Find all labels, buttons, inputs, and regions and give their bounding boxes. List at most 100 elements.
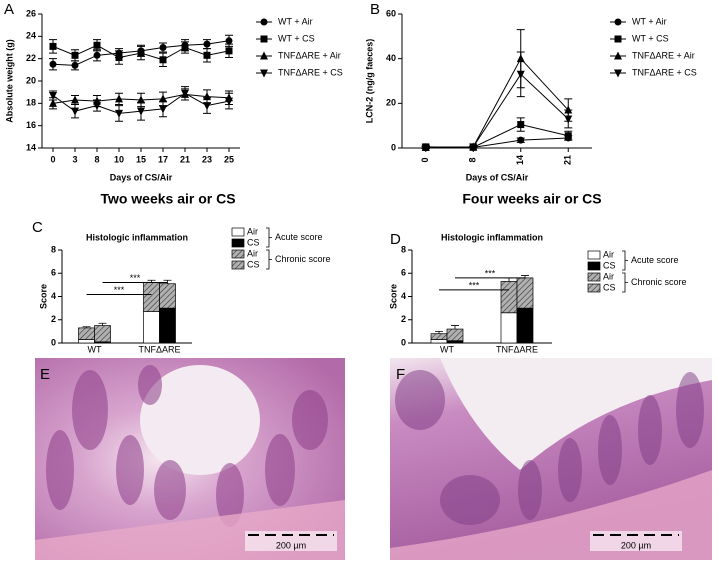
- marker: [93, 51, 101, 59]
- x-tick-label: TNFΔARE: [496, 344, 538, 354]
- marker: [159, 44, 167, 51]
- y-axis-label: Absolute weight (g): [4, 39, 14, 123]
- y-tick-label: 2: [401, 314, 406, 324]
- legend-label: CS: [603, 260, 616, 270]
- marker: [260, 51, 268, 60]
- legend-swatch: [587, 272, 601, 282]
- legend-swatch: [231, 249, 245, 259]
- legend-swatch: [587, 261, 601, 271]
- marker: [49, 92, 57, 101]
- scale-bar-label: 200 µm: [621, 540, 651, 550]
- bar-segment: [143, 311, 160, 344]
- marker: [137, 95, 145, 104]
- legend-bracket: [266, 227, 272, 248]
- marker: [260, 18, 268, 26]
- marker: [614, 69, 622, 78]
- marker: [564, 132, 572, 140]
- panel-label: F: [396, 366, 405, 383]
- panel-label: D: [390, 231, 401, 248]
- x-tick-label: 17: [158, 154, 168, 164]
- x-tick-label: 21: [180, 154, 190, 164]
- histology-image: [390, 358, 712, 560]
- bar-segment: [430, 333, 448, 340]
- bar-segment: [94, 325, 111, 343]
- significance-label: ***: [469, 280, 480, 290]
- series-line: [425, 73, 569, 148]
- y-tick-label: 16: [26, 120, 36, 130]
- marker: [49, 42, 57, 50]
- y-tick-label: 20: [386, 98, 396, 108]
- chart-title: Histologic inflammation: [441, 232, 543, 242]
- bar-segment: [516, 307, 534, 344]
- marker: [614, 51, 622, 60]
- legend-label: TNFΔARE + Air: [278, 50, 341, 60]
- marker: [225, 37, 233, 45]
- y-tick-label: 60: [386, 8, 396, 18]
- y-tick-label: 2: [51, 314, 56, 324]
- legend-swatch: [231, 227, 245, 237]
- x-tick-label: TNFΔARE: [138, 344, 180, 354]
- marker: [115, 109, 123, 118]
- x-tick-label: WT: [88, 344, 102, 354]
- legend-label: WT + CS: [278, 33, 315, 43]
- legend-label: TNFΔARE + CS: [632, 67, 697, 77]
- marker: [564, 115, 573, 124]
- x-tick-label: 21: [563, 155, 573, 165]
- legend-group-label: Chronic score: [275, 254, 331, 264]
- y-tick-label: 4: [51, 291, 56, 301]
- marker: [115, 94, 123, 103]
- bar-segment: [159, 283, 176, 309]
- y-tick-label: 0: [51, 337, 56, 347]
- x-axis-label: Days of CS/Air: [466, 172, 529, 182]
- legend-label: CS: [247, 237, 260, 247]
- marker: [181, 89, 189, 98]
- legend-label: Air: [603, 271, 614, 281]
- marker: [137, 49, 145, 57]
- marker: [203, 40, 211, 48]
- marker: [203, 51, 211, 59]
- marker: [225, 97, 233, 106]
- x-tick-label: 14: [515, 155, 525, 165]
- series-line: [425, 137, 569, 148]
- marker: [71, 51, 79, 59]
- marker: [203, 102, 211, 111]
- x-tick-label: 25: [224, 154, 234, 164]
- histology-image: [35, 358, 345, 560]
- bar-segment: [143, 282, 160, 312]
- marker: [225, 47, 233, 55]
- bar-segment: [430, 339, 448, 344]
- error-bar: [451, 325, 459, 330]
- legend-swatch: [587, 283, 601, 293]
- marker: [49, 98, 57, 107]
- y-tick-label: 26: [26, 8, 36, 18]
- x-tick-label: WT: [440, 344, 454, 354]
- y-tick-label: 8: [401, 244, 406, 254]
- legend-label: Air: [247, 248, 258, 258]
- legend-label: Air: [247, 226, 258, 236]
- x-tick-label: 0: [50, 154, 55, 164]
- marker: [93, 41, 101, 49]
- legend-label: TNFΔARE + CS: [278, 67, 343, 77]
- significance-label: ***: [114, 285, 125, 295]
- panel-label: B: [370, 1, 380, 18]
- scale-bar-label: 200 µm: [276, 540, 306, 550]
- marker: [516, 70, 525, 79]
- section-heading: Two weeks air or CS: [100, 191, 235, 207]
- x-axis-label: Days of CS/Air: [110, 172, 173, 182]
- marker: [421, 143, 430, 152]
- bar-segment: [516, 277, 534, 309]
- y-tick-label: 14: [26, 142, 36, 152]
- marker: [159, 94, 167, 103]
- y-axis-label: LCN-2 (ng/g faeces): [364, 39, 374, 124]
- marker: [159, 105, 167, 114]
- y-tick-label: 24: [26, 31, 36, 41]
- marker: [159, 56, 167, 64]
- y-tick-label: 20: [26, 75, 36, 85]
- x-tick-label: 8: [468, 157, 478, 162]
- legend-label: WT + Air: [632, 16, 667, 26]
- marker: [260, 35, 268, 43]
- x-tick-label: 3: [72, 154, 77, 164]
- x-tick-label: 15: [136, 154, 146, 164]
- panel-label: A: [4, 1, 14, 18]
